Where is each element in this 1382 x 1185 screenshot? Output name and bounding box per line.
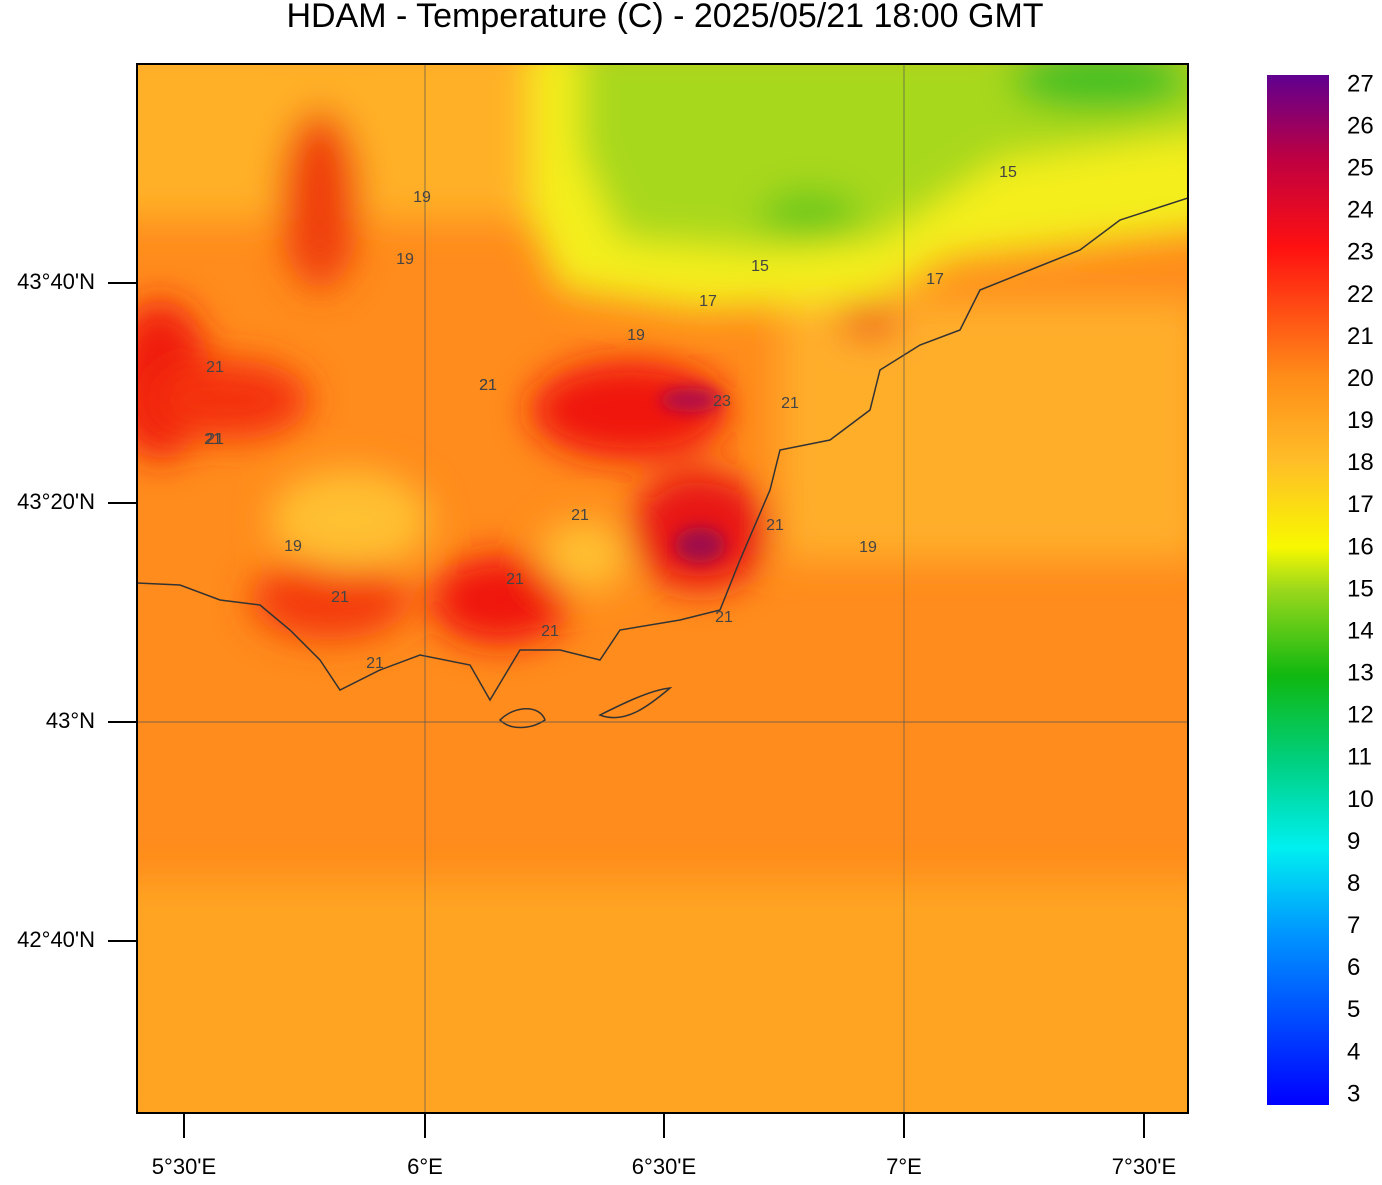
contour-label: 19 xyxy=(627,327,645,344)
y-tick-label: 43°20'N xyxy=(17,489,95,514)
colorbar-label: 6 xyxy=(1347,954,1360,981)
colorbar-label: 21 xyxy=(1347,323,1374,350)
colorbar xyxy=(1267,75,1329,1105)
colorbar-label: 4 xyxy=(1347,1038,1360,1065)
contour-label: 19 xyxy=(396,251,414,268)
contour-label: 21 xyxy=(204,431,222,448)
y-tick-label: 43°N xyxy=(46,708,95,733)
colorbar-label: 19 xyxy=(1347,407,1374,434)
colorbar-label: 10 xyxy=(1347,786,1374,813)
map-frame xyxy=(136,63,1189,1114)
colorbar-label: 25 xyxy=(1347,155,1374,182)
colorbar-label: 15 xyxy=(1347,575,1374,602)
contour-label: 21 xyxy=(331,589,349,606)
y-tick-label: 42°40'N xyxy=(17,927,95,952)
colorbar-label: 9 xyxy=(1347,828,1360,855)
contour-labels: 19 19 15 15 17 17 19 21 21 21 23 21 21 21 21 19 19 21 21 21… xyxy=(204,164,1017,672)
contour-label: 21 xyxy=(781,395,799,412)
x-tick-label: 7°30'E xyxy=(1112,1154,1176,1179)
colorbar-label: 7 xyxy=(1347,912,1360,939)
temperature-field xyxy=(137,64,1188,1113)
contour-label: 23 xyxy=(713,393,731,410)
x-tick-label: 5°30'E xyxy=(152,1154,216,1179)
contour-label: 19 xyxy=(413,189,431,206)
contour-label: 17 xyxy=(699,293,717,310)
colorbar-label: 20 xyxy=(1347,365,1374,392)
contour-label: 21 xyxy=(206,431,224,448)
colorbar-label: 11 xyxy=(1347,744,1372,771)
contour-label: 21 xyxy=(479,377,497,394)
contour-label: 21 xyxy=(206,359,224,376)
colorbar-label: 14 xyxy=(1347,617,1374,644)
colorbar-label: 18 xyxy=(1347,449,1374,476)
x-tick-label: 7°E xyxy=(886,1154,922,1179)
contour-label: 17 xyxy=(926,271,944,288)
contour-label: 15 xyxy=(751,258,769,275)
contour-label: 19 xyxy=(284,538,302,555)
colorbar-label: 22 xyxy=(1347,281,1374,308)
contour-label: 21 xyxy=(366,655,384,672)
colorbar-label: 8 xyxy=(1347,870,1360,897)
contour-label: 21 xyxy=(479,377,497,394)
x-tick-label: 6°30'E xyxy=(632,1154,696,1179)
contour-label: 21 xyxy=(506,571,524,588)
colorbar-label: 5 xyxy=(1347,996,1360,1023)
contour-label: 15 xyxy=(999,164,1017,181)
colorbar-label: 23 xyxy=(1347,239,1374,266)
contour-label: 21 xyxy=(541,623,559,640)
x-tick-label: 6°E xyxy=(407,1154,443,1179)
contour-label: 21 xyxy=(766,517,784,534)
axes: 5°30'E 6°E 6°30'E 7°E 7°30'E 43°40'N 43°20'N 43… xyxy=(17,269,1176,1179)
colorbar-label: 27 xyxy=(1347,70,1374,97)
colorbar-label: 16 xyxy=(1347,533,1374,560)
y-tick-label: 43°40'N xyxy=(17,269,95,294)
colorbar-label: 3 xyxy=(1347,1080,1360,1107)
colorbar-label: 13 xyxy=(1347,660,1374,687)
colorbar-label: 12 xyxy=(1347,702,1374,729)
colorbar-label: 26 xyxy=(1347,112,1374,139)
contour-label: 21 xyxy=(715,609,733,626)
contour-label: 21 xyxy=(571,507,589,524)
colorbar-label: 17 xyxy=(1347,491,1374,518)
colorbar-labels: 27 26 25 24 23 22 21 20 19 18 17 16 15 14 13 12 11 10 9 8 7 6… xyxy=(1347,70,1374,1107)
map-title: HDAM - Temperature (C) - 2025/05/21 18:0… xyxy=(286,0,1043,35)
colorbar-label: 24 xyxy=(1347,197,1374,224)
contour-label: 19 xyxy=(859,539,877,556)
